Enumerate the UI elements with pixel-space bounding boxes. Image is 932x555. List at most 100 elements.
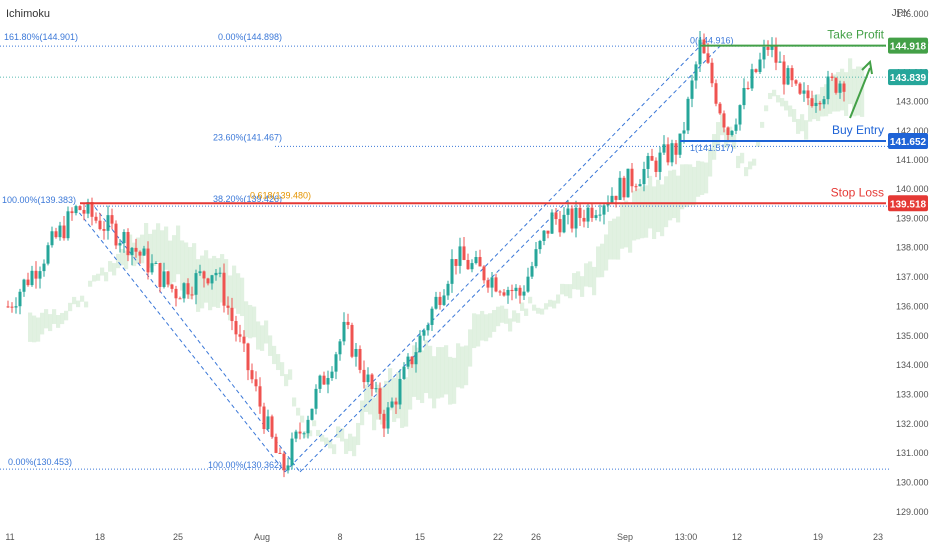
cloud-segment [80, 295, 85, 302]
cloud-segment [84, 301, 89, 308]
candle-body [210, 275, 214, 284]
candle-body [338, 341, 342, 355]
cloud-segment [344, 438, 349, 454]
cloud-segment [816, 94, 821, 122]
cloud-segment [364, 384, 369, 412]
candle-body [342, 321, 346, 342]
indicator-label[interactable]: Ichimoku [6, 8, 51, 20]
cloud-segment [440, 347, 445, 398]
fib-label: 0.618(139.480) [250, 190, 311, 200]
cloud-segment [796, 118, 801, 134]
candle-body [170, 284, 174, 289]
x-tick-label: Sep [617, 532, 633, 542]
cloud-segment [652, 186, 657, 240]
y-tick-label: 142.000 [896, 126, 929, 136]
cloud-segment [808, 99, 813, 122]
candle-body [266, 416, 270, 430]
candle-body [294, 431, 298, 439]
candle-body [782, 61, 786, 85]
candle-body [478, 257, 482, 267]
candle-body [810, 98, 814, 107]
cloud-segment [240, 277, 245, 317]
candle-body [590, 207, 594, 218]
candle-body [250, 370, 254, 380]
candle-body [358, 348, 362, 370]
cloud-segment [428, 345, 433, 399]
candle-body [274, 436, 278, 453]
candle-body [278, 452, 282, 454]
fib-diagonal [284, 45, 701, 473]
cloud-segment [512, 310, 517, 322]
x-tick-label: 13:00 [675, 532, 698, 542]
candle-body [630, 168, 634, 187]
cloud-segment [328, 439, 333, 449]
cloud-segment [400, 380, 405, 428]
y-tick-label: 139.000 [896, 213, 929, 223]
cloud-segment [332, 444, 337, 455]
candle-body [434, 296, 438, 309]
candle-body [578, 207, 582, 218]
candle-body [238, 334, 242, 337]
y-tick-label: 131.000 [896, 448, 929, 458]
candle-body [182, 283, 186, 299]
fib-label: 100.00%(130.362) [208, 460, 282, 470]
candle-body [150, 263, 154, 273]
cloud-segment [380, 387, 385, 425]
cloud-segment [704, 162, 709, 194]
candle-body [538, 240, 542, 250]
cloud-segment [832, 74, 837, 112]
cloud-segment [260, 325, 265, 351]
cloud-segment [500, 305, 505, 323]
cloud-segment [784, 100, 789, 111]
cloud-segment [448, 356, 453, 405]
cloud-segment [748, 161, 753, 170]
candle-body [254, 379, 258, 387]
candle-body [346, 321, 350, 325]
candle-body [350, 324, 354, 357]
cloud-segment [820, 87, 825, 117]
y-tick-label: 146.000 [896, 9, 929, 19]
candle-body [126, 231, 130, 256]
candle-body [482, 266, 486, 281]
candle-body [502, 292, 506, 296]
y-tick-label: 133.000 [896, 389, 929, 399]
candle-body [758, 59, 762, 72]
candle-body [406, 356, 410, 367]
cloud-segment [336, 426, 341, 438]
x-tick-label: 26 [531, 532, 541, 542]
candle-body [466, 259, 470, 270]
candle-body [302, 433, 306, 435]
candle-body [314, 388, 318, 409]
projection-arrow [849, 67, 871, 119]
cloud-segment [516, 313, 521, 323]
candle-body [66, 211, 70, 239]
cloud-segment [768, 92, 773, 100]
candle-body [522, 291, 526, 296]
cloud-segment [724, 129, 729, 148]
cloud-segment [840, 68, 845, 111]
cloud-segment [852, 68, 857, 117]
x-tick-label: 8 [337, 532, 342, 542]
candle-body [494, 277, 498, 292]
candle-body [734, 124, 738, 131]
candles [6, 31, 846, 478]
cloud-segment [60, 312, 65, 325]
candle-body [334, 354, 338, 372]
x-tick-label: Aug [254, 532, 270, 542]
candle-body [178, 298, 182, 300]
candle-body [386, 407, 390, 429]
cloud-segment [184, 242, 189, 294]
take-profit-label: Take Profit [827, 28, 884, 42]
candle-body [662, 144, 666, 153]
candle-body [430, 308, 434, 325]
candle-body [462, 246, 466, 260]
cloud-segment [76, 300, 81, 308]
cloud-segment [692, 166, 697, 206]
candle-body [78, 206, 82, 210]
cloud-segment [112, 263, 117, 276]
candle-body [634, 186, 638, 188]
cloud-segment [56, 314, 61, 328]
cloud-segment [716, 122, 721, 146]
cloud-segment [224, 259, 229, 306]
